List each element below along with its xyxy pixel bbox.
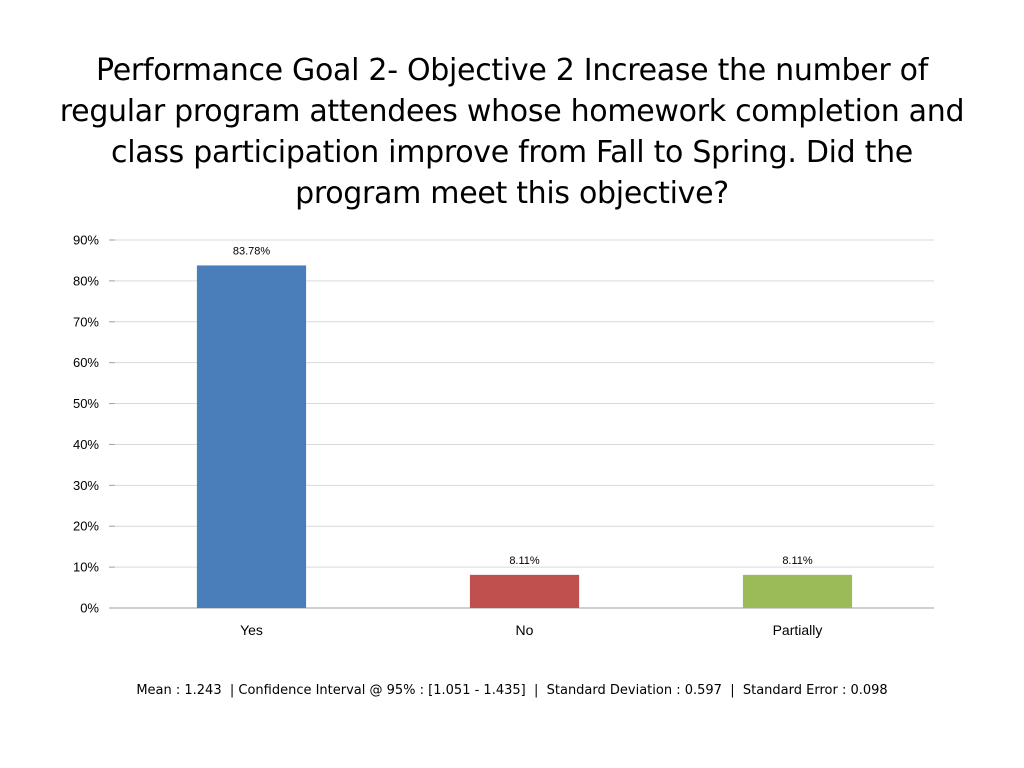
chart-title: Performance Goal 2- Objective 2 Increase… bbox=[40, 50, 984, 214]
title-line: Performance Goal 2- Objective 2 Increase… bbox=[96, 53, 928, 88]
y-tick-label: 70% bbox=[73, 314, 99, 329]
bar bbox=[742, 574, 853, 608]
title-line: program meet this objective? bbox=[295, 176, 729, 211]
y-tick-label: 80% bbox=[73, 273, 99, 288]
x-category-label: Yes bbox=[240, 622, 263, 638]
y-tick-label: 90% bbox=[73, 233, 99, 248]
bar-chart: 0% 10% 20% 30% 40% 50% 60% 70% 80% 90% 83.78% Yes 8.… bbox=[73, 233, 934, 638]
y-tick-label: 60% bbox=[73, 355, 99, 370]
y-tick-label: 20% bbox=[73, 519, 99, 534]
y-tick-label: 30% bbox=[73, 478, 99, 493]
x-category-label: Partially bbox=[773, 622, 823, 638]
bar bbox=[469, 574, 580, 608]
statistics-footer: Mean : 1.243 | Confidence Interval @ 95%… bbox=[136, 683, 888, 698]
y-tick-label: 0% bbox=[80, 601, 99, 616]
y-tick-label: 10% bbox=[73, 560, 99, 575]
bar bbox=[196, 265, 307, 608]
x-category-label: No bbox=[516, 622, 534, 638]
title-line: regular program attendees whose homework… bbox=[59, 94, 965, 129]
title-line: class participation improve from Fall to… bbox=[111, 135, 913, 170]
data-label: 8.11% bbox=[782, 555, 813, 567]
y-tick-label: 40% bbox=[73, 437, 99, 452]
data-label: 83.78% bbox=[233, 245, 271, 257]
y-tick-label: 50% bbox=[73, 396, 99, 411]
data-label: 8.11% bbox=[509, 555, 540, 567]
